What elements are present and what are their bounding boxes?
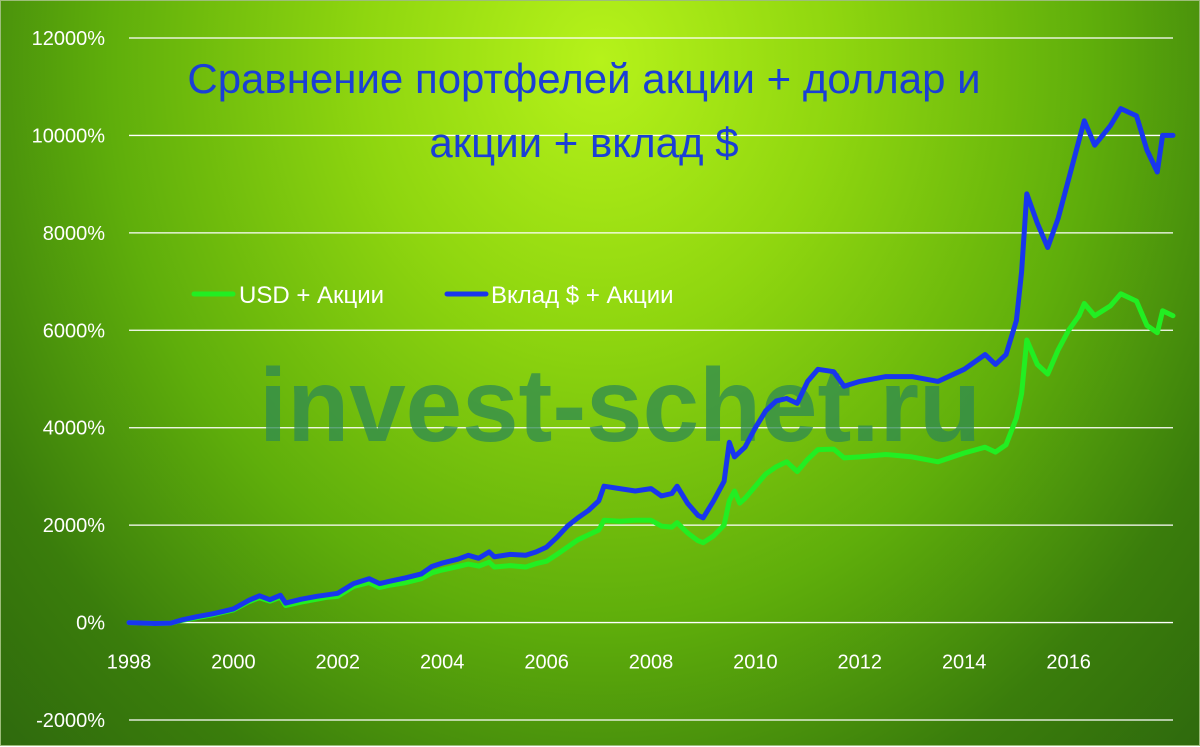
chart-title-line-2: акции + вклад $ xyxy=(429,119,738,166)
y-tick-label: -2000% xyxy=(36,710,105,732)
x-tick-label: 2014 xyxy=(942,652,987,674)
x-tick-label: 2004 xyxy=(420,652,465,674)
x-tick-label: 2016 xyxy=(1046,652,1091,674)
legend-label-usd-stocks: USD + Акции xyxy=(239,282,384,309)
gridlines xyxy=(129,37,1173,721)
legend-label-deposit-stocks: Вклад $ + Акции xyxy=(491,282,674,309)
y-tick-label: 0% xyxy=(76,613,105,635)
y-axis-ticks: -2000% 0% 2000% 4000% 6000% 8000% 10000% 12000% xyxy=(32,28,106,732)
legend: USD + Акции Вклад $ + Акции xyxy=(191,282,674,309)
series-line-usd-stocks xyxy=(126,291,1176,626)
series-line-deposit-stocks xyxy=(126,106,1176,626)
y-tick-label: 12000% xyxy=(32,28,106,50)
chart-title: Сравнение портфелей акции + доллар и акц… xyxy=(187,55,980,166)
x-tick-label: 2010 xyxy=(733,652,778,674)
chart-title-line-1: Сравнение портфелей акции + доллар и xyxy=(187,55,980,102)
y-tick-label: 10000% xyxy=(32,125,106,147)
x-tick-label: 1998 xyxy=(107,652,152,674)
x-axis-ticks: 1998 2000 2002 2004 2006 2008 2010 2012 2014 2016 xyxy=(107,652,1091,674)
y-tick-label: 4000% xyxy=(43,418,105,440)
x-tick-label: 2000 xyxy=(211,652,256,674)
x-tick-label: 2008 xyxy=(629,652,674,674)
y-tick-label: 8000% xyxy=(43,223,105,245)
y-tick-label: 2000% xyxy=(43,515,105,537)
x-tick-label: 2006 xyxy=(524,652,569,674)
series-lines xyxy=(126,106,1176,626)
x-tick-label: 2002 xyxy=(316,652,361,674)
x-tick-label: 2012 xyxy=(838,652,883,674)
watermark: invest-schet.ru xyxy=(259,348,981,464)
y-tick-label: 6000% xyxy=(43,320,105,342)
